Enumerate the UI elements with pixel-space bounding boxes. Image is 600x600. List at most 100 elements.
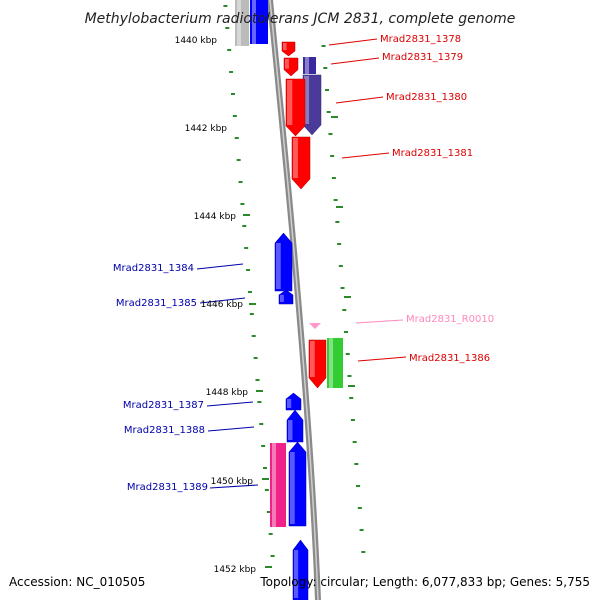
leader-line [330,57,380,65]
gene-feature[interactable] [270,443,286,527]
leader-line [206,401,254,407]
gene-feature[interactable] [235,0,249,46]
gene-label[interactable]: Mrad2831_1380 [386,92,467,103]
gene-feature[interactable] [302,74,322,136]
tick-dot [225,27,230,29]
tick-dot [265,566,272,568]
gene-mrad2831-1379[interactable] [283,57,299,77]
tick-dot [229,71,234,73]
gene-feature[interactable] [303,57,316,74]
tick-dot [246,269,251,271]
leader-line [328,38,378,46]
kbp-label: 1440 kbp [175,36,218,46]
gene-feature[interactable] [327,338,343,388]
gene-label[interactable]: Mrad2831_1379 [382,52,463,63]
tick-dot [340,287,345,289]
tick-dot [336,206,343,208]
tick-dot [259,423,264,425]
tick-dot [330,155,335,157]
tick-dot [242,225,247,227]
tick-dot [256,390,263,392]
leader-line [209,484,259,489]
leader-line [207,426,255,432]
tick-dot [344,331,349,333]
tick-dot [262,478,269,480]
tick-dot [349,397,354,399]
tick-dot [240,203,245,205]
tick-dot [227,49,232,51]
leader-line [341,152,390,159]
leader-line [335,96,384,104]
leader-line [196,263,244,270]
kbp-label: 1448 kbp [206,388,249,398]
tick-dot [345,353,350,355]
kbp-label: 1452 kbp [214,565,257,575]
gene-labels: Mrad2831_1378 Mrad2831_1379 Mrad2831_1380 M… [113,34,494,493]
gene-feature[interactable] [292,539,309,600]
gene-label[interactable]: Mrad2831_1386 [409,353,490,364]
gene-label[interactable]: Mrad2831_1384 [113,263,194,274]
gene-features [235,0,343,600]
gene-label[interactable]: Mrad2831_1387 [123,400,204,411]
tick-dot [331,177,336,179]
accession-text: Accession: NC_010505 [9,575,145,589]
tick-dot [350,419,355,421]
tick-dot [268,533,273,535]
gene-mrad2831-1380[interactable] [285,78,306,137]
gene-mrad2831-1388[interactable] [286,409,304,443]
tick-dot [359,529,364,531]
gene-mrad2831-1385[interactable] [278,289,294,305]
kbp-label: 1446 kbp [201,300,244,310]
kbp-label: 1442 kbp [185,124,228,134]
leader-line [355,319,404,324]
tick-dot [232,115,237,117]
gene-mrad2831-1389[interactable] [288,441,307,527]
tick-dot [356,485,361,487]
tick-dot [323,67,328,69]
gene-label[interactable]: Mrad2831_R0010 [406,314,494,325]
tick-dot [333,199,338,201]
leader-line [357,356,407,362]
kbp-label: 1444 kbp [194,212,237,222]
genome-backbone [267,0,321,600]
gene-mrad2831-1387[interactable] [285,392,302,411]
gene-mrad2831-r0010[interactable] [309,323,321,329]
tick-dot [247,291,252,293]
tick-dot [264,489,269,491]
gene-mrad2831-1386[interactable] [308,339,327,389]
tick-dot [338,265,343,267]
tick-dot [352,441,357,443]
tick-dot [331,116,338,118]
gene-mrad2831-1378[interactable] [281,41,296,57]
kbp-labels: 1440 kbp 1442 kbp 1444 kbp 1446 kbp 1448 kbp… [175,36,257,575]
gene-label[interactable]: Mrad2831_1381 [392,148,473,159]
gene-feature[interactable] [250,0,268,44]
gene-mrad2831-1381[interactable] [291,136,311,190]
tick-dots [223,5,366,568]
tick-dot [255,379,260,381]
tick-dot [236,159,241,161]
tick-dot [324,89,329,91]
gene-label[interactable]: Mrad2831_1378 [380,34,461,45]
gene-label[interactable]: Mrad2831_1389 [127,482,208,493]
tick-dot [335,221,340,223]
tick-dot [348,385,355,387]
tick-dot [234,137,239,139]
gene-label[interactable]: Mrad2831_1385 [116,298,197,309]
gene-mrad2831-1384[interactable] [274,232,293,292]
tick-dot [342,309,347,311]
tick-dot [328,133,333,135]
tick-dot [326,111,331,113]
tick-dot [244,247,249,249]
tick-dot [266,511,271,513]
tick-dot [249,313,254,315]
gene-label[interactable]: Mrad2831_1388 [124,425,205,436]
tick-dot [354,463,359,465]
kbp-label: 1450 kbp [211,477,254,487]
tick-dot [347,375,352,377]
tick-dot [230,93,235,95]
genome-title: Methylobacterium radiotolerans JCM 2831,… [85,11,516,27]
tick-dot [263,467,268,469]
leader-line [199,297,246,304]
